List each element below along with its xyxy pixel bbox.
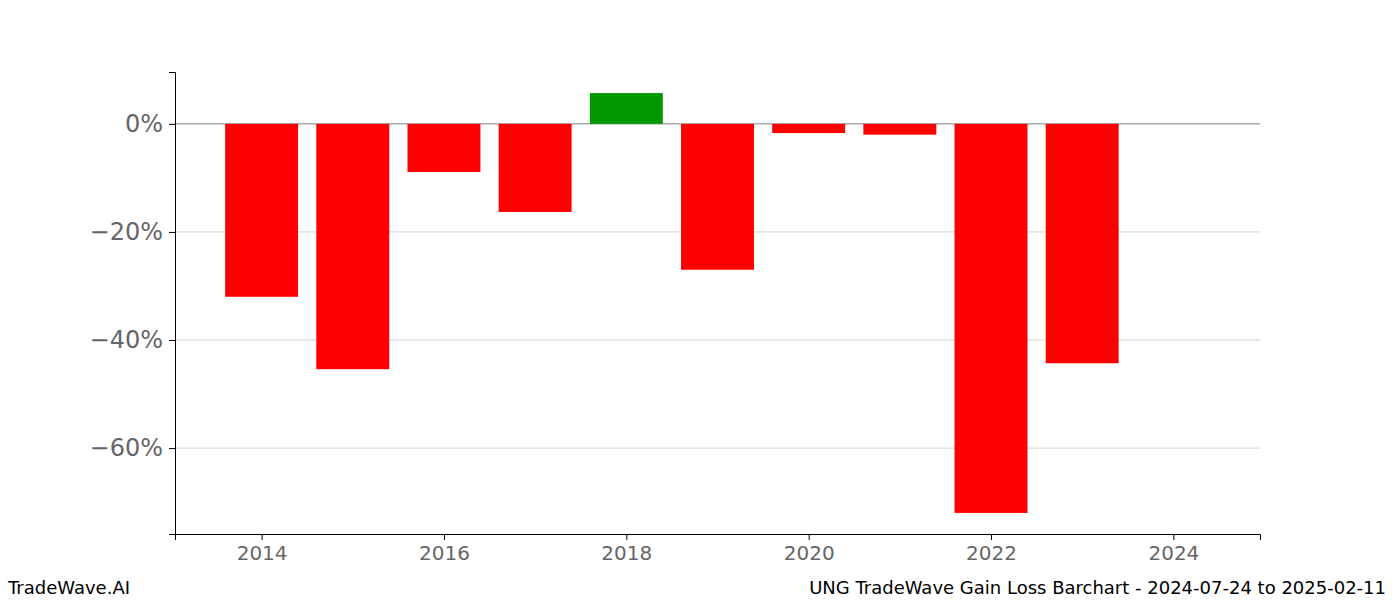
bar (316, 124, 389, 369)
x-tick: 2018 (601, 534, 652, 565)
x-tick-label: 2016 (419, 541, 470, 565)
x-axis: 2014 2016 2018 2020 2022 2024 (176, 534, 1261, 565)
y-tick-label: −40% (90, 326, 163, 354)
y-tick-mark (169, 232, 175, 233)
y-tick: 0% (125, 110, 175, 138)
x-tick-label: 2018 (601, 541, 652, 565)
grid-line (175, 448, 1260, 449)
x-tick-mark (991, 534, 992, 540)
x-tick-mark (262, 534, 263, 540)
title: UNG TradeWave Gain Loss Barchart - 2024-… (809, 577, 1386, 598)
bar (772, 124, 845, 133)
x-tick: 2020 (784, 534, 835, 565)
bar (590, 93, 663, 124)
y-tick-label: −20% (90, 218, 163, 246)
x-tick-mark (626, 534, 627, 540)
bar (1046, 124, 1119, 363)
bars (225, 93, 1119, 513)
y-axis: 0% −20% −40% −60% (90, 73, 176, 535)
x-tick: 2016 (419, 534, 470, 565)
y-axis-line (169, 73, 176, 535)
x-tick-label: 2022 (966, 541, 1017, 565)
x-axis-line (176, 535, 1261, 541)
y-tick-mark (169, 124, 175, 125)
x-tick: 2022 (966, 534, 1017, 565)
x-tick-label: 2020 (784, 541, 835, 565)
x-tick-label: 2024 (1148, 541, 1199, 565)
bar (408, 124, 481, 172)
x-tick-mark (1173, 534, 1174, 540)
bar (955, 124, 1028, 513)
x-tick: 2014 (237, 534, 288, 565)
y-tick-label: −60% (90, 434, 163, 462)
x-tick: 2024 (1148, 534, 1199, 565)
plot: 2014 2016 2018 2020 2022 2024 0% −20% −40% −60% (90, 73, 1261, 566)
y-tick: −20% (90, 218, 175, 246)
bar (499, 124, 572, 212)
bar (863, 124, 936, 135)
bar (225, 124, 298, 297)
y-tick-mark (169, 340, 175, 341)
y-tick-label: 0% (125, 110, 163, 138)
y-tick-mark (169, 448, 175, 449)
bar (681, 124, 754, 270)
x-tick-mark (809, 534, 810, 540)
y-tick: −60% (90, 434, 175, 462)
chart: 2014 2016 2018 2020 2022 2024 0% −20% −40% −60% Tr… (0, 0, 1400, 600)
grid (175, 124, 1260, 448)
y-tick: −40% (90, 326, 175, 354)
caption: TradeWave.AI (7, 577, 130, 598)
x-tick-mark (444, 534, 445, 540)
x-tick-label: 2014 (237, 541, 288, 565)
